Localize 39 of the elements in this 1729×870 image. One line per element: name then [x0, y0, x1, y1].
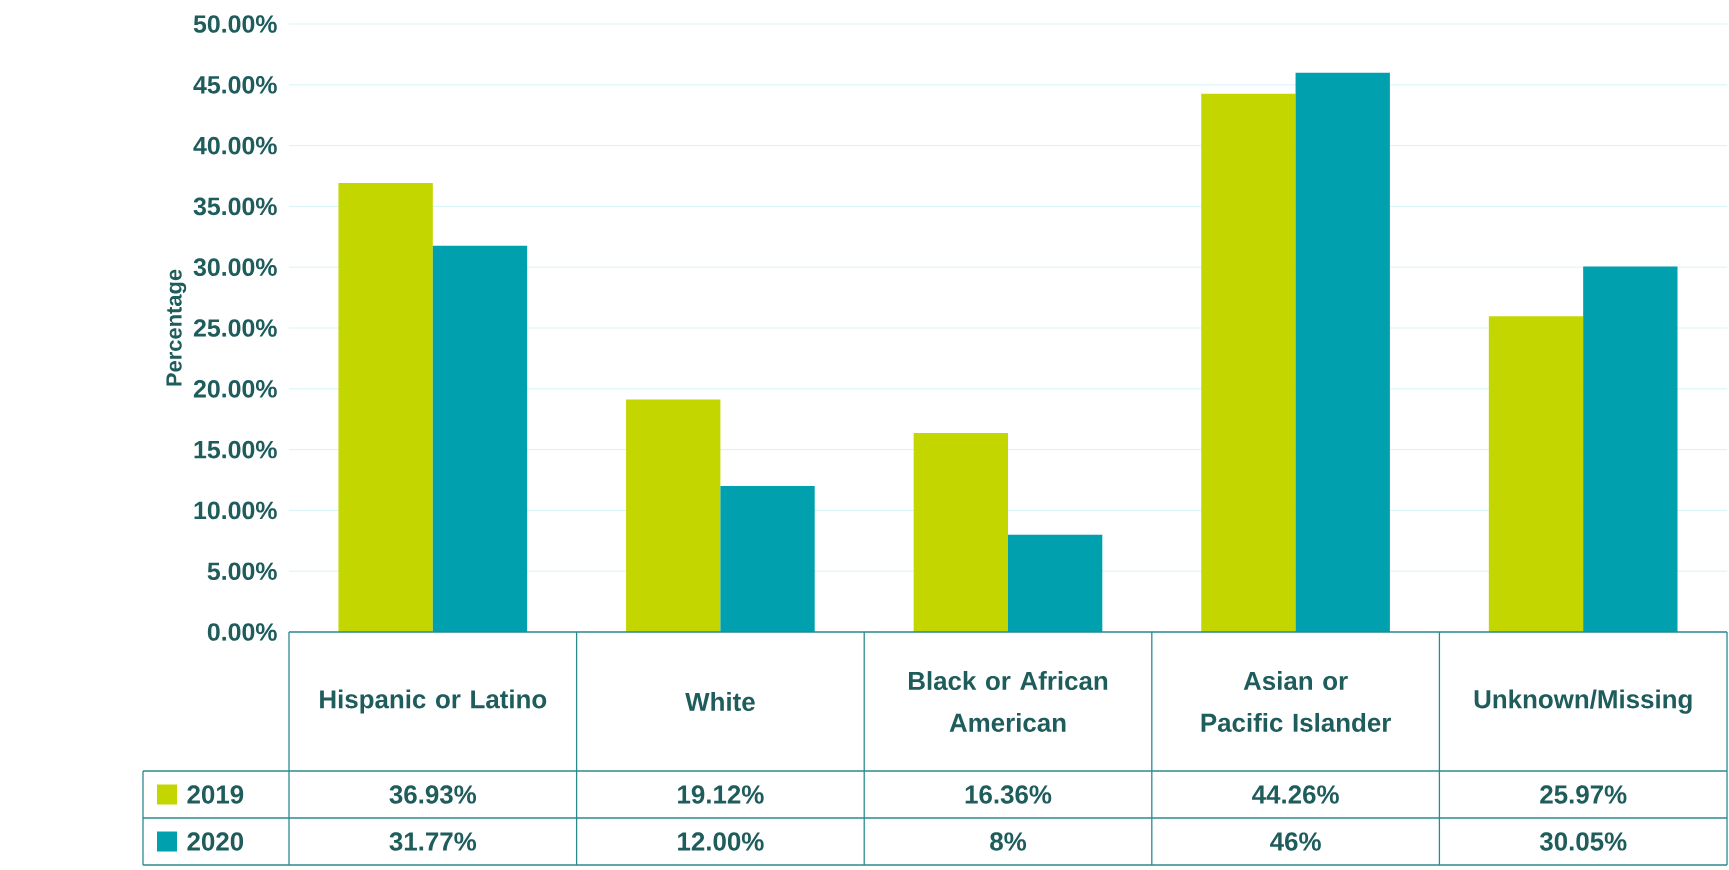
y-tick-label: 35.00% [193, 197, 277, 216]
x-tick-label: Black or African American [908, 671, 1108, 732]
y-tick-label: 25.00% [193, 319, 277, 337]
x-tick-label: Hispanic or Latino [320, 689, 547, 714]
data-label: 30.05% [1539, 832, 1627, 851]
legend-label: 2020 [187, 832, 244, 851]
x-tick-label: White [685, 692, 755, 712]
y-tick-label: 5.00% [207, 562, 277, 581]
data-label: 16.36% [965, 785, 1052, 804]
x-tick-label: Unknown/Missing [1474, 689, 1692, 714]
y-tick-label: 10.00% [194, 501, 277, 520]
bar [1007, 534, 1103, 633]
bar [1295, 72, 1390, 633]
y-tick-label: 20.00% [193, 379, 277, 398]
data-label: 44.26% [1252, 785, 1339, 804]
data-label: 31.77% [389, 832, 477, 851]
bar [913, 433, 1008, 633]
data-label: 25.97% [1540, 785, 1627, 804]
data-label: 8% [990, 832, 1027, 851]
data-label: 12.00% [678, 832, 764, 851]
data-label: 19.12% [678, 785, 764, 804]
y-tick-label: 50.00% [193, 15, 277, 33]
y-axis-title: Percentage [166, 269, 187, 386]
y-tick-label: 15.00% [194, 440, 277, 459]
y-tick-label: 45.00% [193, 75, 277, 94]
bar [720, 486, 815, 633]
bar [1488, 316, 1584, 633]
bar [338, 182, 433, 633]
bar [432, 245, 528, 633]
bar [1583, 266, 1678, 633]
bar [1201, 93, 1296, 633]
bar [626, 399, 721, 633]
legend-label: 2019 [187, 785, 244, 804]
y-tick-label: 0.00% [207, 623, 277, 641]
data-label: 36.93% [389, 785, 477, 804]
y-tick-label: 30.00% [193, 258, 277, 277]
data-label: 46% [1270, 832, 1321, 851]
x-tick-label: Asian or Pacific Islander [1201, 671, 1391, 732]
y-tick-label: 40.00% [193, 136, 277, 155]
